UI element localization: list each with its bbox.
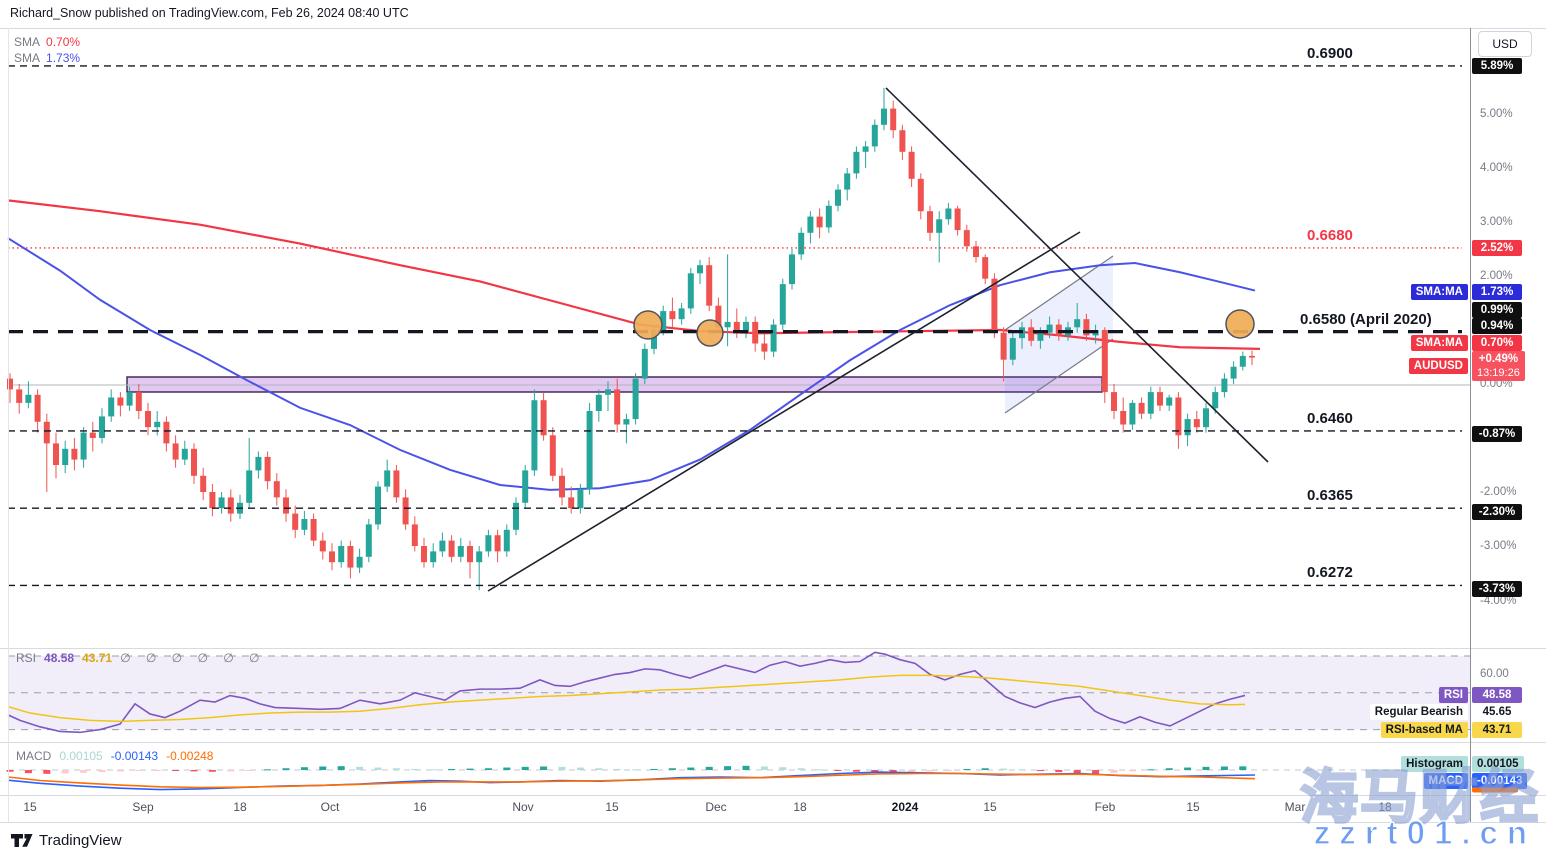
tradingview-logo-text: TradingView xyxy=(39,832,122,849)
currency-toggle-button[interactable]: USD xyxy=(1478,31,1532,57)
tradingview-logo[interactable]: TradingView xyxy=(10,832,122,849)
tradingview-mark-icon xyxy=(11,834,33,847)
